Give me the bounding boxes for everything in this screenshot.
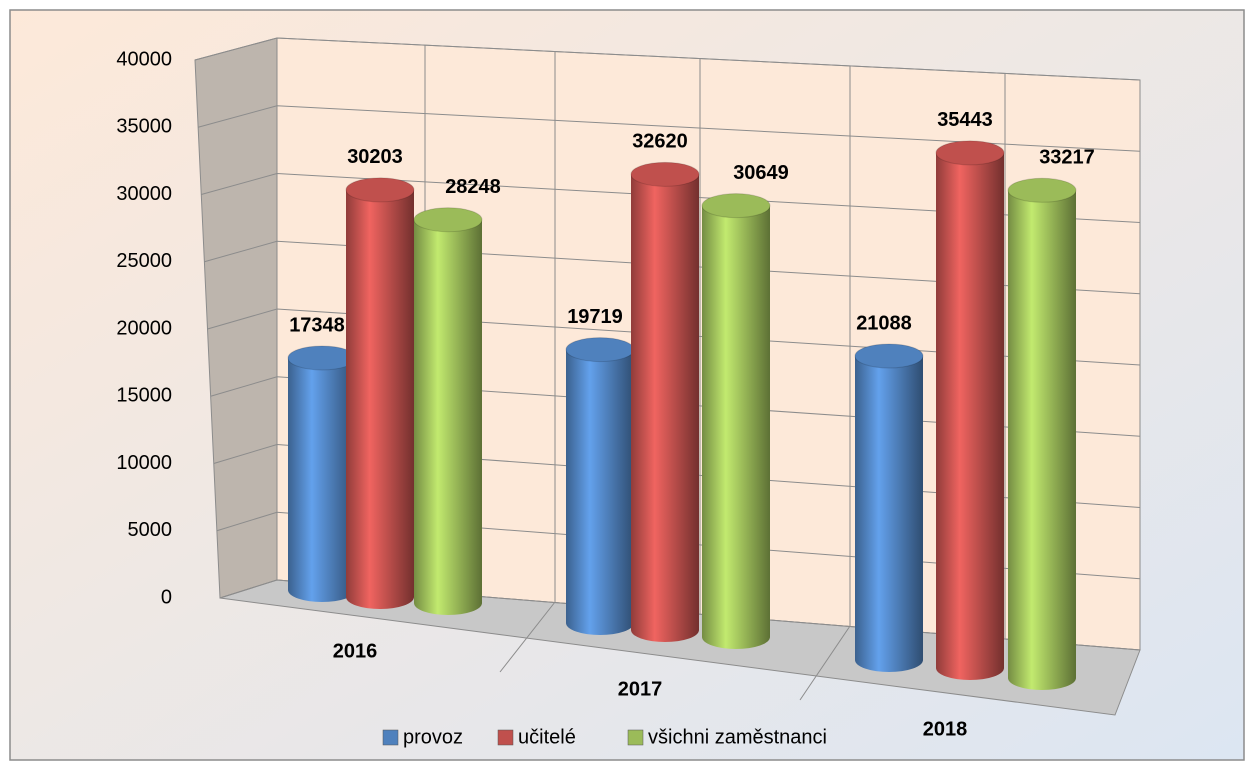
grid-line bbox=[219, 579, 1141, 651]
y-tick-label: 25000 bbox=[116, 250, 172, 272]
grid-line bbox=[197, 105, 1141, 152]
cylinder-top bbox=[345, 177, 415, 203]
value-label: 33217 bbox=[1039, 147, 1095, 169]
cylinder-body bbox=[288, 357, 356, 602]
cylinder-body bbox=[1008, 190, 1076, 690]
cylinder-body bbox=[936, 152, 1004, 680]
cylinder-top bbox=[565, 337, 635, 363]
cylinder-top bbox=[287, 345, 357, 371]
grid-line bbox=[216, 511, 1141, 580]
value-label: 21088 bbox=[856, 312, 912, 334]
cylinder-body bbox=[346, 189, 414, 609]
x-tick-label: 2017 bbox=[618, 678, 663, 700]
cylinder bbox=[630, 161, 700, 643]
cylinder-body bbox=[414, 219, 482, 615]
y-tick-label: 35000 bbox=[116, 116, 172, 138]
y-tick-label: 5000 bbox=[128, 519, 173, 541]
cylinder-top bbox=[413, 207, 483, 233]
legend-swatch bbox=[382, 729, 399, 746]
legend-label: učitelé bbox=[518, 726, 576, 748]
legend-label: všichni zaměstnanci bbox=[648, 726, 827, 748]
grid-line bbox=[204, 240, 1141, 295]
value-label: 19719 bbox=[567, 306, 623, 328]
y-tick-label: 0 bbox=[161, 586, 172, 608]
value-label: 28248 bbox=[445, 176, 501, 198]
y-tick-label: 20000 bbox=[116, 317, 172, 339]
legend-label: provoz bbox=[403, 726, 463, 748]
grid-line bbox=[194, 37, 1141, 81]
cylinder-top bbox=[1007, 177, 1077, 203]
x-tick-label: 2016 bbox=[333, 640, 378, 662]
cylinder bbox=[935, 140, 1005, 680]
cylinder-top bbox=[630, 161, 700, 187]
cylinder bbox=[565, 337, 635, 635]
value-label: 30649 bbox=[733, 162, 789, 184]
cylinder bbox=[701, 193, 771, 649]
cylinder-top bbox=[701, 193, 771, 219]
value-label: 17348 bbox=[289, 314, 345, 336]
y-tick-label: 40000 bbox=[116, 48, 172, 70]
value-label: 32620 bbox=[632, 131, 688, 153]
cylinder bbox=[345, 177, 415, 609]
cylinder bbox=[413, 207, 483, 615]
legend-swatch bbox=[497, 729, 514, 746]
y-tick-label: 10000 bbox=[116, 452, 172, 474]
cylinder bbox=[287, 345, 357, 602]
value-label: 35443 bbox=[937, 109, 993, 131]
y-tick-label: 15000 bbox=[116, 385, 172, 407]
cylinder-body bbox=[566, 349, 634, 635]
cylinder bbox=[854, 343, 924, 672]
value-label: 30203 bbox=[347, 146, 403, 168]
floor-line bbox=[499, 601, 556, 673]
cylinder-body bbox=[702, 205, 770, 649]
x-tick-label: 2018 bbox=[923, 718, 968, 740]
y-tick-label: 30000 bbox=[116, 183, 172, 205]
cylinder bbox=[1007, 177, 1077, 690]
floor-line bbox=[799, 625, 851, 701]
grid-line bbox=[201, 172, 1141, 223]
legend-swatch bbox=[627, 729, 644, 746]
grid-line bbox=[213, 443, 1141, 508]
cylinder-top bbox=[935, 140, 1005, 166]
grid-line bbox=[207, 308, 1141, 366]
cylinder-body bbox=[855, 356, 923, 672]
cylinder-body bbox=[631, 174, 699, 643]
grid-line bbox=[210, 376, 1141, 437]
cylinder-top bbox=[854, 343, 924, 369]
